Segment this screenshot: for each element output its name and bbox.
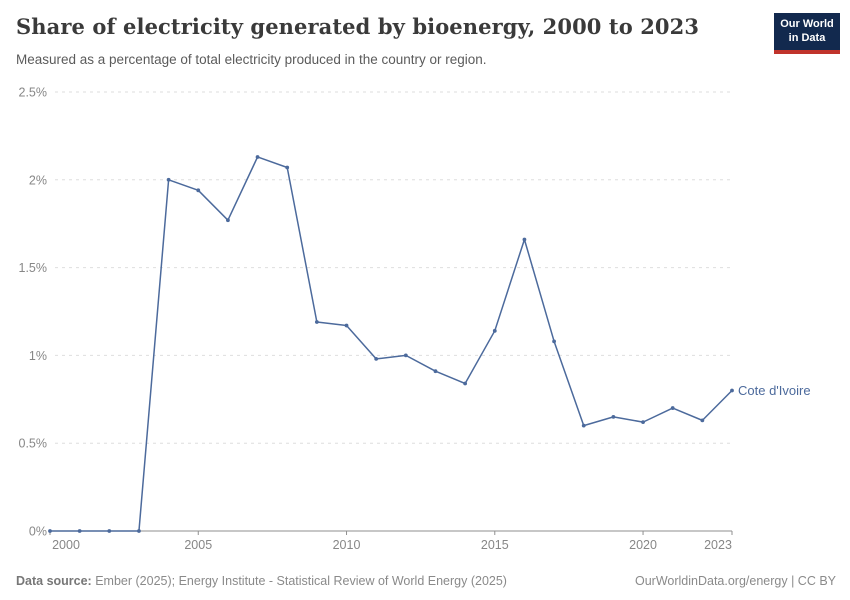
data-point[interactable]	[730, 388, 734, 393]
data-point[interactable]	[48, 529, 52, 533]
data-point[interactable]	[463, 381, 468, 386]
owid-logo-line2: in Data	[788, 31, 826, 44]
data-point[interactable]	[196, 188, 201, 193]
y-tick-label: 1%	[29, 349, 47, 363]
data-point[interactable]	[581, 423, 586, 428]
series-end-label[interactable]: Cote d'Ivoire	[738, 383, 811, 398]
data-point[interactable]	[285, 165, 290, 170]
data-source-text: Ember (2025); Energy Institute - Statist…	[91, 574, 507, 588]
owid-logo-line1: Our World	[780, 18, 834, 30]
data-point[interactable]	[611, 414, 616, 419]
data-point[interactable]	[492, 328, 497, 333]
y-tick-label: 2%	[29, 173, 47, 187]
x-tick-label: 2000	[52, 538, 80, 552]
data-point[interactable]	[255, 155, 260, 159]
y-tick-label: 1.5%	[19, 261, 48, 275]
data-point[interactable]	[107, 529, 112, 533]
data-point[interactable]	[700, 418, 705, 423]
chart-footer: Data source: Ember (2025); Energy Instit…	[16, 574, 836, 588]
x-tick-label: 2005	[184, 538, 212, 552]
data-point[interactable]	[433, 369, 438, 374]
data-point[interactable]	[670, 406, 675, 410]
data-point[interactable]	[137, 529, 141, 533]
y-tick-label: 2.5%	[19, 86, 48, 100]
data-point[interactable]	[522, 237, 527, 242]
series-line[interactable]	[49, 156, 733, 532]
data-point[interactable]	[403, 353, 408, 358]
chart-title: Share of electricity generated by bioene…	[16, 14, 700, 39]
owid-link-license[interactable]: OurWorldinData.org/energy | CC BY	[634, 574, 836, 588]
data-point[interactable]	[344, 323, 349, 328]
x-tick-label: 2020	[629, 538, 657, 552]
data-point[interactable]	[552, 339, 556, 344]
owid-logo[interactable]: Our World in Data	[774, 13, 840, 54]
data-point[interactable]	[374, 357, 379, 361]
data-source-note: Data source: Ember (2025); Energy Instit…	[16, 574, 507, 588]
x-tick-label: 2010	[333, 538, 361, 552]
x-tick-label: 2015	[481, 538, 509, 552]
data-point[interactable]	[226, 218, 230, 223]
y-tick-label: 0%	[29, 525, 47, 539]
data-point[interactable]	[77, 529, 82, 533]
chart-subtitle: Measured as a percentage of total electr…	[16, 52, 487, 67]
y-tick-label: 0.5%	[19, 437, 48, 451]
data-source-label: Data source:	[16, 574, 92, 588]
data-point[interactable]	[641, 420, 645, 425]
data-point[interactable]	[314, 320, 319, 324]
x-tick-label: 2023	[704, 538, 732, 552]
data-point[interactable]	[166, 177, 171, 182]
